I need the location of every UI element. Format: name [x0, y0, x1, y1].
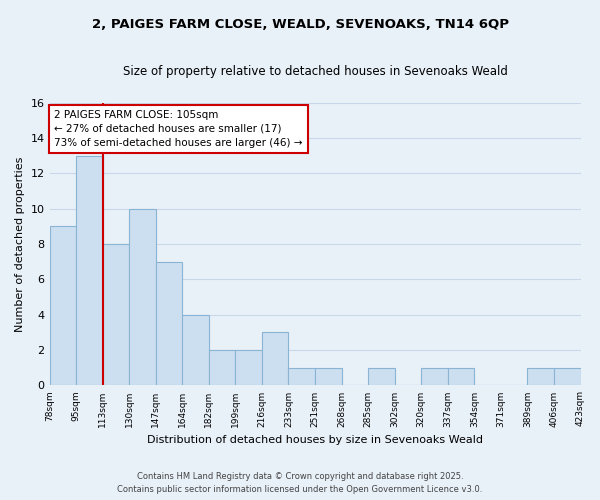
Bar: [182, 315, 209, 386]
X-axis label: Distribution of detached houses by size in Sevenoaks Weald: Distribution of detached houses by size …: [147, 435, 483, 445]
Bar: [421, 368, 448, 386]
Bar: [315, 368, 341, 386]
Text: 2 PAIGES FARM CLOSE: 105sqm
← 27% of detached houses are smaller (17)
73% of sem: 2 PAIGES FARM CLOSE: 105sqm ← 27% of det…: [55, 110, 303, 148]
Text: Contains HM Land Registry data © Crown copyright and database right 2025.
Contai: Contains HM Land Registry data © Crown c…: [118, 472, 482, 494]
Bar: [448, 368, 475, 386]
Bar: [554, 368, 581, 386]
Bar: [209, 350, 235, 386]
Bar: [50, 226, 76, 386]
Bar: [368, 368, 395, 386]
Bar: [289, 368, 315, 386]
Bar: [235, 350, 262, 386]
Bar: [129, 209, 156, 386]
Bar: [76, 156, 103, 386]
Title: Size of property relative to detached houses in Sevenoaks Weald: Size of property relative to detached ho…: [122, 65, 508, 78]
Y-axis label: Number of detached properties: Number of detached properties: [15, 156, 25, 332]
Bar: [262, 332, 289, 386]
Bar: [156, 262, 182, 386]
Text: 2, PAIGES FARM CLOSE, WEALD, SEVENOAKS, TN14 6QP: 2, PAIGES FARM CLOSE, WEALD, SEVENOAKS, …: [91, 18, 509, 30]
Bar: [527, 368, 554, 386]
Bar: [103, 244, 129, 386]
